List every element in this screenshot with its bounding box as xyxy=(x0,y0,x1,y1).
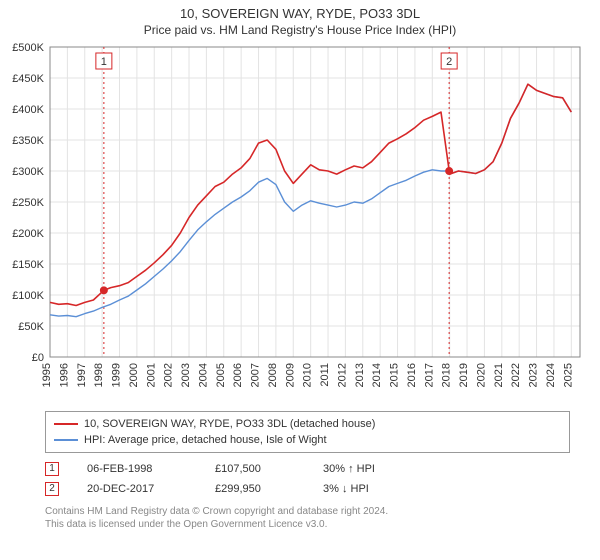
transaction-delta: 30% ↑ HPI xyxy=(323,459,375,479)
transaction-badge: 2 xyxy=(45,482,59,496)
chart-subtitle: Price paid vs. HM Land Registry's House … xyxy=(0,23,600,37)
x-tick-label: 2005 xyxy=(215,363,227,387)
x-tick-label: 2009 xyxy=(284,363,296,387)
y-tick-label: £400K xyxy=(12,104,44,116)
x-tick-label: 1999 xyxy=(111,363,123,387)
y-tick-label: £0 xyxy=(32,352,44,364)
x-tick-label: 2012 xyxy=(336,363,348,387)
x-tick-label: 2022 xyxy=(510,363,522,387)
x-tick-label: 2007 xyxy=(250,363,262,387)
x-tick-label: 2019 xyxy=(458,363,470,387)
transaction-row: 1 06-FEB-1998 £107,500 30% ↑ HPI xyxy=(45,459,570,479)
legend-swatch xyxy=(54,439,78,441)
x-tick-label: 2003 xyxy=(180,363,192,387)
legend-row: 10, SOVEREIGN WAY, RYDE, PO33 3DL (detac… xyxy=(54,416,561,432)
attribution-text: Contains HM Land Registry data © Crown c… xyxy=(45,505,570,531)
legend-row: HPI: Average price, detached house, Isle… xyxy=(54,432,561,448)
x-tick-label: 1997 xyxy=(76,363,88,387)
transaction-badge: 1 xyxy=(45,462,59,476)
marker-badge-label: 1 xyxy=(101,56,107,68)
marker-dot xyxy=(445,167,453,175)
y-tick-label: £100K xyxy=(12,290,44,302)
chart-title: 10, SOVEREIGN WAY, RYDE, PO33 3DL xyxy=(0,6,600,21)
y-tick-label: £500K xyxy=(12,42,44,54)
y-tick-label: £50K xyxy=(18,321,44,333)
x-tick-label: 1995 xyxy=(41,363,53,387)
x-tick-label: 2024 xyxy=(545,363,557,387)
y-tick-label: £450K xyxy=(12,73,44,85)
x-tick-label: 2000 xyxy=(128,363,140,387)
attribution-line1: Contains HM Land Registry data © Crown c… xyxy=(45,505,570,518)
transaction-price: £299,950 xyxy=(215,479,295,499)
x-tick-label: 2025 xyxy=(562,363,574,387)
x-tick-label: 2016 xyxy=(406,363,418,387)
marker-badge-label: 2 xyxy=(446,56,452,68)
transaction-row: 2 20-DEC-2017 £299,950 3% ↓ HPI xyxy=(45,479,570,499)
x-tick-label: 1998 xyxy=(93,363,105,387)
x-tick-label: 2004 xyxy=(197,363,209,387)
attribution-line2: This data is licensed under the Open Gov… xyxy=(45,518,570,531)
legend-label: HPI: Average price, detached house, Isle… xyxy=(84,432,327,448)
transaction-date: 20-DEC-2017 xyxy=(87,479,187,499)
x-tick-label: 2010 xyxy=(302,363,314,387)
y-tick-label: £150K xyxy=(12,259,44,271)
x-tick-label: 2002 xyxy=(163,363,175,387)
y-tick-label: £250K xyxy=(12,197,44,209)
transaction-delta: 3% ↓ HPI xyxy=(323,479,369,499)
x-tick-label: 2006 xyxy=(232,363,244,387)
x-tick-label: 2023 xyxy=(528,363,540,387)
transaction-table: 1 06-FEB-1998 £107,500 30% ↑ HPI 2 20-DEC-201… xyxy=(45,459,570,499)
x-tick-label: 2021 xyxy=(493,363,505,387)
y-tick-label: £350K xyxy=(12,135,44,147)
line-chart-svg: £0 £50K £100K £150K £200K £250K £300K £350K £400… xyxy=(0,37,600,407)
x-tick-label: 2020 xyxy=(475,363,487,387)
transaction-price: £107,500 xyxy=(215,459,295,479)
marker-dot xyxy=(100,286,108,294)
chart-area: £0 £50K £100K £150K £200K £250K £300K £350K £400… xyxy=(0,37,600,407)
x-tick-label: 2013 xyxy=(354,363,366,387)
legend-swatch xyxy=(54,423,78,425)
x-tick-label: 2014 xyxy=(371,363,383,387)
x-tick-label: 2015 xyxy=(389,363,401,387)
x-tick-label: 2018 xyxy=(441,363,453,387)
y-tick-label: £200K xyxy=(12,228,44,240)
transaction-date: 06-FEB-1998 xyxy=(87,459,187,479)
legend-label: 10, SOVEREIGN WAY, RYDE, PO33 3DL (detac… xyxy=(84,416,375,432)
x-tick-label: 2001 xyxy=(145,363,157,387)
legend: 10, SOVEREIGN WAY, RYDE, PO33 3DL (detac… xyxy=(45,411,570,453)
x-tick-label: 1996 xyxy=(58,363,70,387)
x-tick-label: 2017 xyxy=(423,363,435,387)
x-tick-label: 2008 xyxy=(267,363,279,387)
x-tick-label: 2011 xyxy=(319,363,331,387)
y-tick-label: £300K xyxy=(12,166,44,178)
